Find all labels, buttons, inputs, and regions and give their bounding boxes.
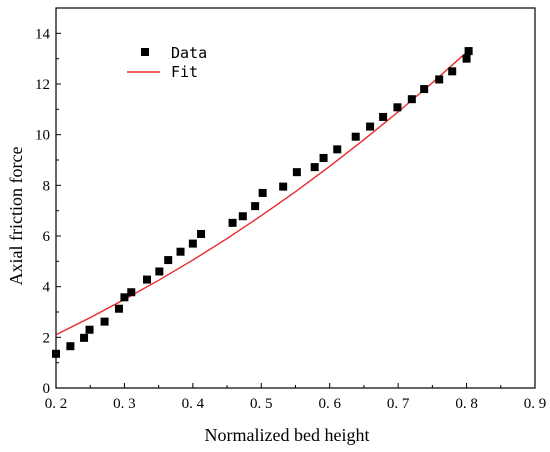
data-point	[197, 229, 206, 238]
plot-frame	[55, 7, 536, 389]
legend-data-marker	[141, 48, 149, 56]
data-point	[80, 333, 89, 342]
data-point	[420, 85, 429, 94]
data-points	[52, 47, 473, 358]
data-point	[238, 212, 247, 221]
legend-fit-label: Fit	[171, 63, 198, 81]
data-point	[393, 103, 402, 112]
y-tick-label: 6	[43, 229, 51, 245]
data-point	[464, 47, 473, 56]
y-tick-label: 14	[35, 26, 51, 42]
legend: Data Fit	[127, 44, 207, 81]
y-tick-label: 0	[43, 381, 51, 397]
data-point	[127, 288, 136, 297]
data-point	[258, 188, 267, 197]
data-point	[407, 95, 416, 104]
plot-border	[55, 7, 536, 389]
x-axis-title: Normalized bed height	[205, 425, 370, 445]
data-point	[228, 218, 237, 227]
y-tick-label: 4	[43, 280, 51, 296]
data-point	[164, 256, 173, 265]
data-point	[448, 67, 457, 76]
data-point	[279, 182, 288, 191]
x-axis-ticks: 0. 2 0. 3 0. 4 0. 5 0. 6 0. 7 0. 8 0. 9	[45, 383, 547, 412]
y-axis-title: Axial friction force	[6, 147, 26, 286]
data-point	[114, 304, 123, 313]
y-axis-ticks: 0 2 4 6 8 10 12 14	[35, 26, 61, 397]
data-point	[292, 168, 301, 177]
data-point	[100, 317, 109, 326]
x-tick-label: 0. 3	[113, 396, 136, 412]
data-point	[435, 75, 444, 84]
data-point	[462, 54, 471, 63]
data-point	[366, 122, 375, 131]
data-point	[66, 342, 75, 351]
data-point	[251, 202, 260, 211]
data-point	[155, 267, 164, 276]
data-point	[379, 112, 388, 121]
x-tick-label: 0. 9	[524, 396, 547, 412]
x-tick-label: 0. 7	[387, 396, 410, 412]
data-point	[85, 325, 94, 334]
y-tick-label: 10	[35, 128, 50, 144]
data-point	[176, 247, 185, 256]
data-point	[333, 145, 342, 154]
x-tick-label: 0. 6	[318, 396, 341, 412]
data-point	[319, 153, 328, 162]
x-tick-label: 0. 8	[455, 396, 478, 412]
x-tick-label: 0. 5	[250, 396, 273, 412]
x-tick-label: 0. 4	[182, 396, 205, 412]
data-point	[120, 293, 129, 302]
data-point	[310, 163, 319, 172]
y-tick-label: 2	[43, 330, 51, 346]
legend-data-label: Data	[171, 44, 207, 62]
data-point	[351, 132, 360, 141]
data-point	[143, 275, 152, 284]
x-tick-label: 0. 2	[45, 396, 68, 412]
y-tick-label: 12	[35, 77, 50, 93]
y-tick-label: 8	[43, 178, 51, 194]
data-point	[52, 349, 60, 358]
data-point	[188, 239, 197, 248]
